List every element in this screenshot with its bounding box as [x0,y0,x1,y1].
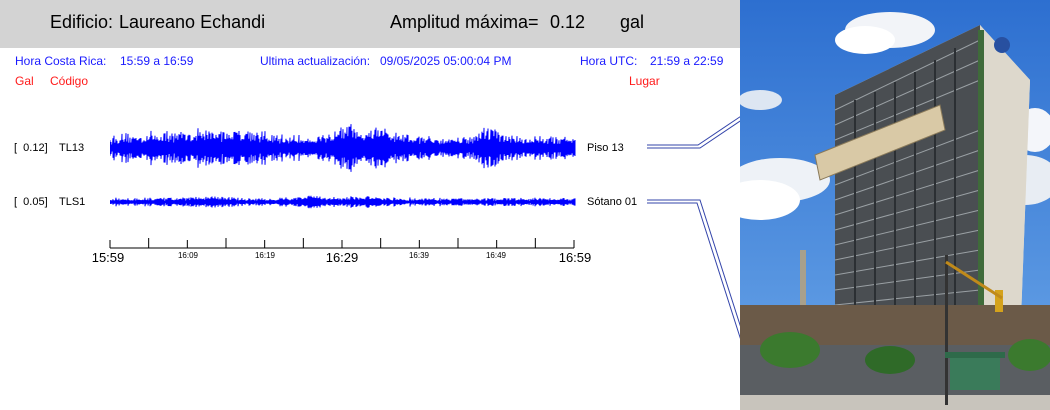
waveform-tls1 [110,195,576,209]
header-bar: Edificio: Laureano Echandi Amplitud máxi… [0,0,740,48]
update-value: 09/05/2025 05:00:04 PM [380,54,512,68]
time-label-minor: 16:19 [255,251,276,260]
channel-amplitude: [ 0.12] [14,142,48,154]
building-label: Edificio: [50,12,114,32]
channel-code: TL13 [59,142,85,154]
local-time-label: Hora Costa Rica: [15,54,107,68]
time-label-minor: 16:09 [178,251,199,260]
time-label-major: 16:29 [326,250,359,265]
channel-code: TLS1 [59,196,86,208]
connector-line-piso13 [647,116,740,146]
time-label-minor: 16:49 [486,251,507,260]
channel-place: Sótano 01 [587,196,638,208]
amplitude-label: Amplitud máxima= [390,12,539,32]
connector-line-sotano01 [647,199,740,327]
time-label-minor: 16:39 [409,251,430,260]
column-place: Lugar [629,74,660,88]
building-name: Laureano Echandi [119,12,266,32]
waveform-tl13 [110,124,576,172]
building-photo [740,0,1050,410]
column-code: Código [50,74,89,88]
local-time-range: 15:59 a 16:59 [120,54,194,68]
connector-line-sotano01 [647,202,740,339]
time-label-major: 15:59 [92,250,125,265]
column-gal: Gal [15,74,34,88]
amplitude-unit: gal [620,12,645,32]
time-axis: 15:59 16:09 16:19 16:29 16:39 16:49 16:5… [92,116,740,339]
utc-time-label: Hora UTC: [580,54,638,68]
connector-line-piso13 [647,120,740,149]
channel-amplitude: [ 0.05] [14,196,48,208]
time-label-major: 16:59 [559,250,592,265]
utc-time-range: 21:59 a 22:59 [650,54,724,68]
channel-place: Piso 13 [587,142,624,154]
update-label: Ultima actualización: [260,54,371,68]
amplitude-value: 0.12 [550,12,586,32]
